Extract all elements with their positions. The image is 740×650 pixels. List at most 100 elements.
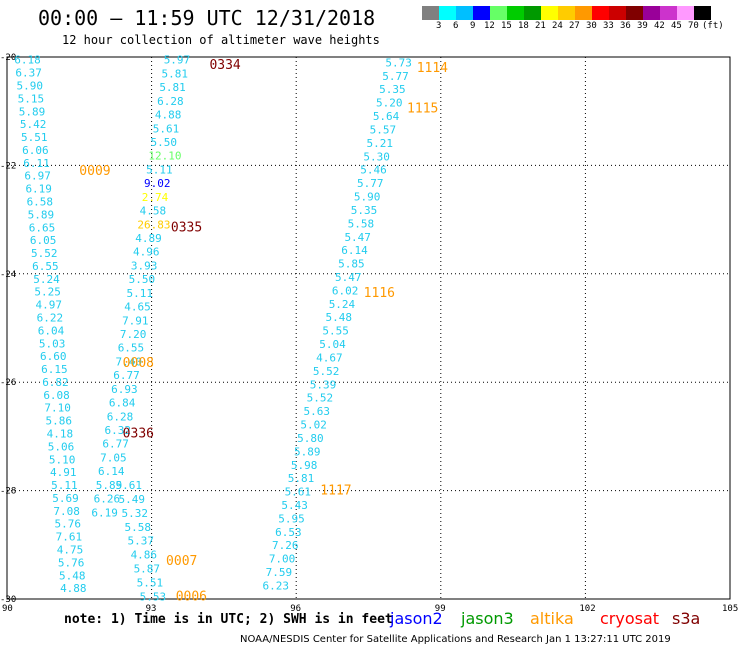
pass-time-label: 1114: [417, 61, 448, 76]
wave-height-value: 5.58: [125, 521, 152, 534]
wave-height-value: 5.25: [34, 286, 61, 299]
legend-swatch: [473, 6, 490, 20]
wave-height-value: 5.77: [357, 177, 384, 190]
wave-height-value: 6.28: [157, 95, 184, 108]
wave-height-value: 5.35: [351, 204, 378, 217]
legend-label: 18: [518, 21, 529, 31]
wave-height-value: 5.57: [370, 123, 397, 136]
wave-height-value: 5.76: [54, 518, 81, 531]
wave-height-value: 5.52: [307, 392, 334, 405]
legend-label: 6: [453, 21, 459, 31]
y-tick-label: -20: [0, 53, 16, 63]
legend-swatch: [422, 6, 439, 20]
wave-height-value: 5.46: [360, 164, 387, 177]
wave-height-value: 5.39: [310, 378, 337, 391]
wave-height-value: 7.00: [269, 553, 296, 566]
wave-height-value: 5.87: [134, 563, 161, 576]
wave-height-value: 7.26: [272, 539, 299, 552]
y-tick-label: -30: [0, 595, 16, 605]
x-tick-label: 93: [146, 604, 157, 614]
page-title: 00:00 – 11:59 UTC 12/31/2018: [38, 6, 376, 30]
wave-height-value: 6.60: [40, 350, 67, 363]
legend-label: 24: [552, 21, 563, 31]
wave-height-value: 5.43: [281, 499, 308, 512]
wave-height-value: 5.73: [385, 56, 412, 69]
wave-height-value: 5.81: [162, 67, 189, 80]
wave-height-value: 4.91: [50, 466, 77, 479]
wave-height-value: 6.93: [111, 383, 138, 396]
wave-height-value: 6.32: [105, 424, 132, 437]
satellite-name: altika: [530, 609, 574, 628]
wave-height-value: 7.20: [120, 328, 147, 341]
wave-height-value: 5.37: [128, 535, 155, 548]
wave-height-value: 7.10: [44, 402, 70, 415]
wave-height-value: 5.50: [151, 136, 178, 149]
legend-label: 15: [501, 21, 512, 31]
legend-label: 9: [470, 21, 476, 31]
wave-height-value: 5.53: [140, 590, 167, 603]
pass-time-label: 0009: [79, 164, 110, 179]
legend-swatch: [558, 6, 575, 20]
footer-note: note: 1) Time is in UTC; 2) SWH is in fe…: [64, 612, 393, 627]
wave-height-value: 5.98: [291, 459, 318, 472]
wave-height-value: 5.47: [344, 231, 371, 244]
wave-height-value: 6.55: [32, 260, 59, 273]
y-tick-label: -26: [0, 378, 16, 388]
legend-swatch: [490, 6, 507, 20]
legend-label: 42: [654, 21, 665, 31]
legend-swatch: [439, 6, 456, 20]
legend-label: 30: [586, 21, 597, 31]
wave-height-value: 5.10: [49, 453, 75, 466]
wave-height-value: 4.96: [133, 246, 160, 259]
wave-height-value: 5.81: [159, 81, 186, 94]
legend-label: 27: [569, 21, 580, 31]
wave-height-value: 5.76: [58, 556, 85, 569]
wave-height-value: 12.10: [148, 150, 181, 163]
wave-height-value: 5.86: [46, 415, 73, 428]
wave-height-value: 6.04: [38, 324, 65, 337]
y-tick-label: -22: [0, 161, 16, 171]
wave-height-value: 5.64: [373, 110, 400, 123]
wave-height-value: 5.90: [17, 79, 43, 92]
wave-height-value: 7.05: [100, 451, 127, 464]
wave-height-value: 2.74: [142, 191, 169, 204]
wave-height-value: 5.81: [288, 472, 315, 485]
wave-height-value: 5.51: [21, 131, 48, 144]
pass-time-label: 1116: [364, 286, 395, 301]
wave-height-value: 5.21: [367, 137, 394, 150]
map-frame: [6, 56, 731, 600]
wave-height-value: 6.77: [113, 369, 139, 382]
wave-height-value: 5.50: [129, 273, 156, 286]
legend-swatch: [541, 6, 558, 20]
wave-height-value: 7.91: [122, 314, 149, 327]
x-tick-label: 90: [2, 604, 13, 614]
legend-label: 12: [484, 21, 495, 31]
legend-label: 21: [535, 21, 546, 31]
pass-time-label: 0336: [123, 427, 154, 442]
wave-height-value: 6.58: [27, 195, 54, 208]
legend-swatch: [456, 6, 473, 20]
legend-swatch: [524, 6, 541, 20]
wave-height-value: 7.08: [53, 505, 80, 518]
wave-height-value: 5.90: [354, 191, 381, 204]
pass-time-label: 0335: [171, 221, 202, 236]
legend-unit: (ft): [702, 21, 724, 31]
wave-height-value: 6.77: [102, 438, 129, 451]
wave-height-value: 5.52: [313, 365, 340, 378]
pass-time-label: 0007: [166, 554, 197, 569]
wave-height-value: 5.51: [137, 576, 164, 589]
wave-height-value: 5.80: [297, 432, 324, 445]
satellite-name: cryosat: [600, 609, 660, 628]
legend-swatch: [575, 6, 592, 20]
color-legend: 3 6 9 12 15 18 21 24 27 30 33 36 39 42 45 70 (ft): [422, 6, 740, 34]
wave-height-value: 5.95: [278, 512, 305, 525]
wave-height-value: 6.65: [29, 221, 56, 234]
wave-height-value: 6.37: [15, 67, 41, 80]
wave-height-value: 5.30: [363, 150, 390, 163]
wave-height-value: 4.97: [35, 299, 62, 312]
pass-time-label: 1117: [320, 484, 351, 499]
pass-time-label: 0334: [209, 58, 240, 73]
wave-height-value: 5.69: [52, 492, 79, 505]
wave-height-value: 5.11: [51, 479, 77, 492]
